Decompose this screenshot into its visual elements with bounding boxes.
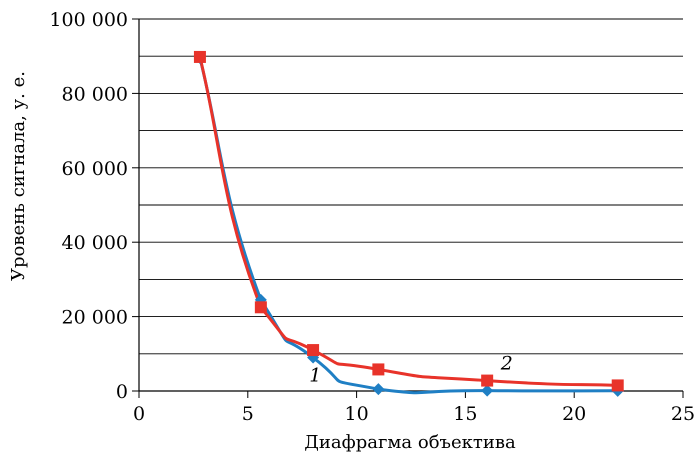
series-label: 2 [500,352,513,374]
series-lines [198,56,618,395]
series-2-point [611,379,624,392]
series-2-point [254,301,267,314]
grid-lines [139,18,683,355]
y-tick-label: 100 000 [49,9,128,31]
x-tick-label: 0 [133,403,145,425]
axes [132,18,684,398]
series-label: 1 [309,365,321,387]
series-1-point [372,383,385,396]
x-tick-label: 5 [242,403,254,425]
y-tick-label: 80 000 [62,83,128,105]
x-tick-label: 20 [562,403,586,425]
series-2-point [372,363,385,376]
y-axis-title: Уровень сигнала, у. е. [8,71,29,281]
series-line-1 [198,57,618,395]
x-tick-label: 10 [345,403,369,425]
series-2-point [193,50,206,63]
series-2-point [307,344,320,357]
tick-labels: 0 5 10 15 20 25 0 20 000 40 000 60 000 80 000 100 0… [49,9,695,425]
y-tick-label: 60 000 [62,158,128,180]
x-tick-label: 15 [453,403,477,425]
y-tick-label: 0 [116,381,128,403]
series-markers [193,50,624,397]
x-tick-label: 25 [671,403,695,425]
series-2-point [481,374,494,387]
x-axis-title: Диафрагма объектива [304,432,516,453]
series-line-2 [198,56,618,387]
y-tick-label: 20 000 [62,307,128,329]
series-1-point [481,384,494,397]
y-tick-label: 40 000 [62,232,128,254]
series-labels: 12 [309,352,513,386]
